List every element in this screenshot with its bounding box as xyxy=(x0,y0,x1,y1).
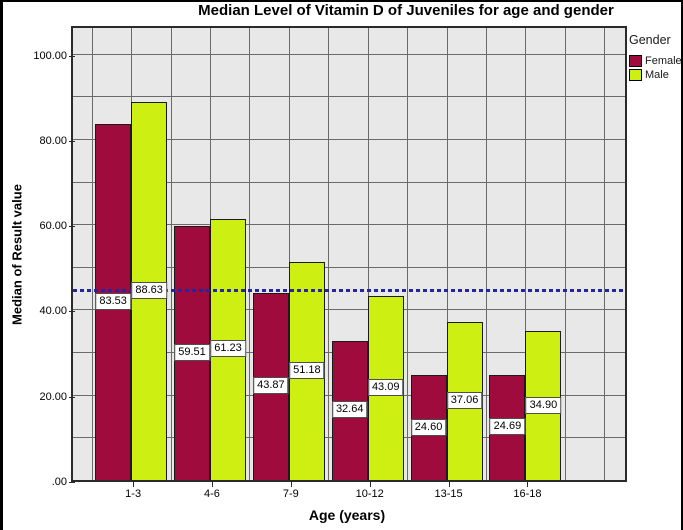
x-tick-label: 13-15 xyxy=(434,488,463,500)
bar-value-label: 59.51 xyxy=(174,344,210,362)
h-gridline xyxy=(73,181,625,183)
bar-value-label: 51.18 xyxy=(289,361,325,379)
y-tick-mark xyxy=(69,482,75,483)
bar-value-label: 83.53 xyxy=(95,292,131,310)
v-gridline xyxy=(446,28,448,480)
y-tick-mark xyxy=(69,55,75,57)
legend: Gender Female Male xyxy=(629,33,682,83)
bar-value-label: 24.69 xyxy=(489,418,526,436)
legend-label-female: Female xyxy=(645,55,682,67)
bar-value-label: 34.90 xyxy=(525,396,562,414)
bar-value-label: 32.64 xyxy=(331,401,368,419)
y-tick-label: 40.00 xyxy=(39,305,67,318)
v-gridline xyxy=(525,28,527,480)
y-tick-label: .00 xyxy=(51,476,67,488)
legend-item-male: Male xyxy=(629,69,681,81)
bar-value-label: 24.60 xyxy=(410,418,447,436)
v-gridline xyxy=(604,28,606,480)
y-tick-label: 100.00 xyxy=(33,49,67,62)
legend-title: Gender xyxy=(629,33,671,47)
y-tick-mark xyxy=(69,140,75,142)
y-tick-label: 60.00 xyxy=(39,220,67,233)
y-tick-label: 20.00 xyxy=(39,390,67,403)
v-gridline xyxy=(486,28,487,480)
h-gridline xyxy=(73,309,625,311)
y-tick-mark xyxy=(69,396,75,398)
x-tick-label: 7-9 xyxy=(282,488,299,500)
x-tick-mark xyxy=(133,482,135,487)
bar-value-label: 88.63 xyxy=(131,282,167,300)
x-tick-mark xyxy=(448,482,450,487)
plot-area: 83.53 88.63 59.51 61.23 43.87 51.18 32.64 43.09… xyxy=(71,26,627,482)
y-axis-title: Median of Result value xyxy=(9,184,25,325)
h-gridline xyxy=(73,138,625,140)
v-gridline xyxy=(170,28,172,480)
h-gridline xyxy=(73,53,625,55)
v-gridline xyxy=(407,28,409,480)
x-axis-title: Age (years) xyxy=(308,507,386,523)
male-color-swatch xyxy=(629,69,642,81)
legend-item-female: Female xyxy=(629,55,682,67)
v-gridline xyxy=(564,28,566,480)
x-tick-label: 10-12 xyxy=(355,488,384,500)
x-tick-label: 1-3 xyxy=(125,488,142,500)
bar-value-label: 61.23 xyxy=(210,340,246,358)
v-gridline xyxy=(249,28,251,480)
v-gridline xyxy=(91,28,93,480)
x-tick-mark xyxy=(527,482,529,487)
v-gridline xyxy=(328,28,330,480)
x-tick-label: 16-18 xyxy=(513,488,542,500)
chart-title: Median Level of Vitamin D of Juveniles f… xyxy=(198,2,614,19)
reference-line xyxy=(73,289,625,293)
h-gridline xyxy=(73,96,625,98)
x-tick-mark xyxy=(290,482,292,487)
v-gridline xyxy=(288,28,290,480)
v-gridline xyxy=(367,28,369,480)
female-color-swatch xyxy=(629,55,642,67)
bar-value-label: 37.06 xyxy=(446,391,483,409)
bar-value-label: 43.09 xyxy=(367,379,404,397)
bar-value-label: 43.87 xyxy=(253,377,289,395)
y-tick-label: 80.00 xyxy=(39,134,67,147)
legend-label-male: Male xyxy=(645,69,669,81)
x-tick-mark xyxy=(369,482,371,487)
h-gridline xyxy=(73,266,625,268)
y-tick-mark xyxy=(69,311,75,313)
x-tick-mark xyxy=(211,482,213,487)
y-tick-mark xyxy=(69,226,75,228)
x-tick-label: 4-6 xyxy=(204,488,220,500)
h-gridline xyxy=(73,224,625,226)
